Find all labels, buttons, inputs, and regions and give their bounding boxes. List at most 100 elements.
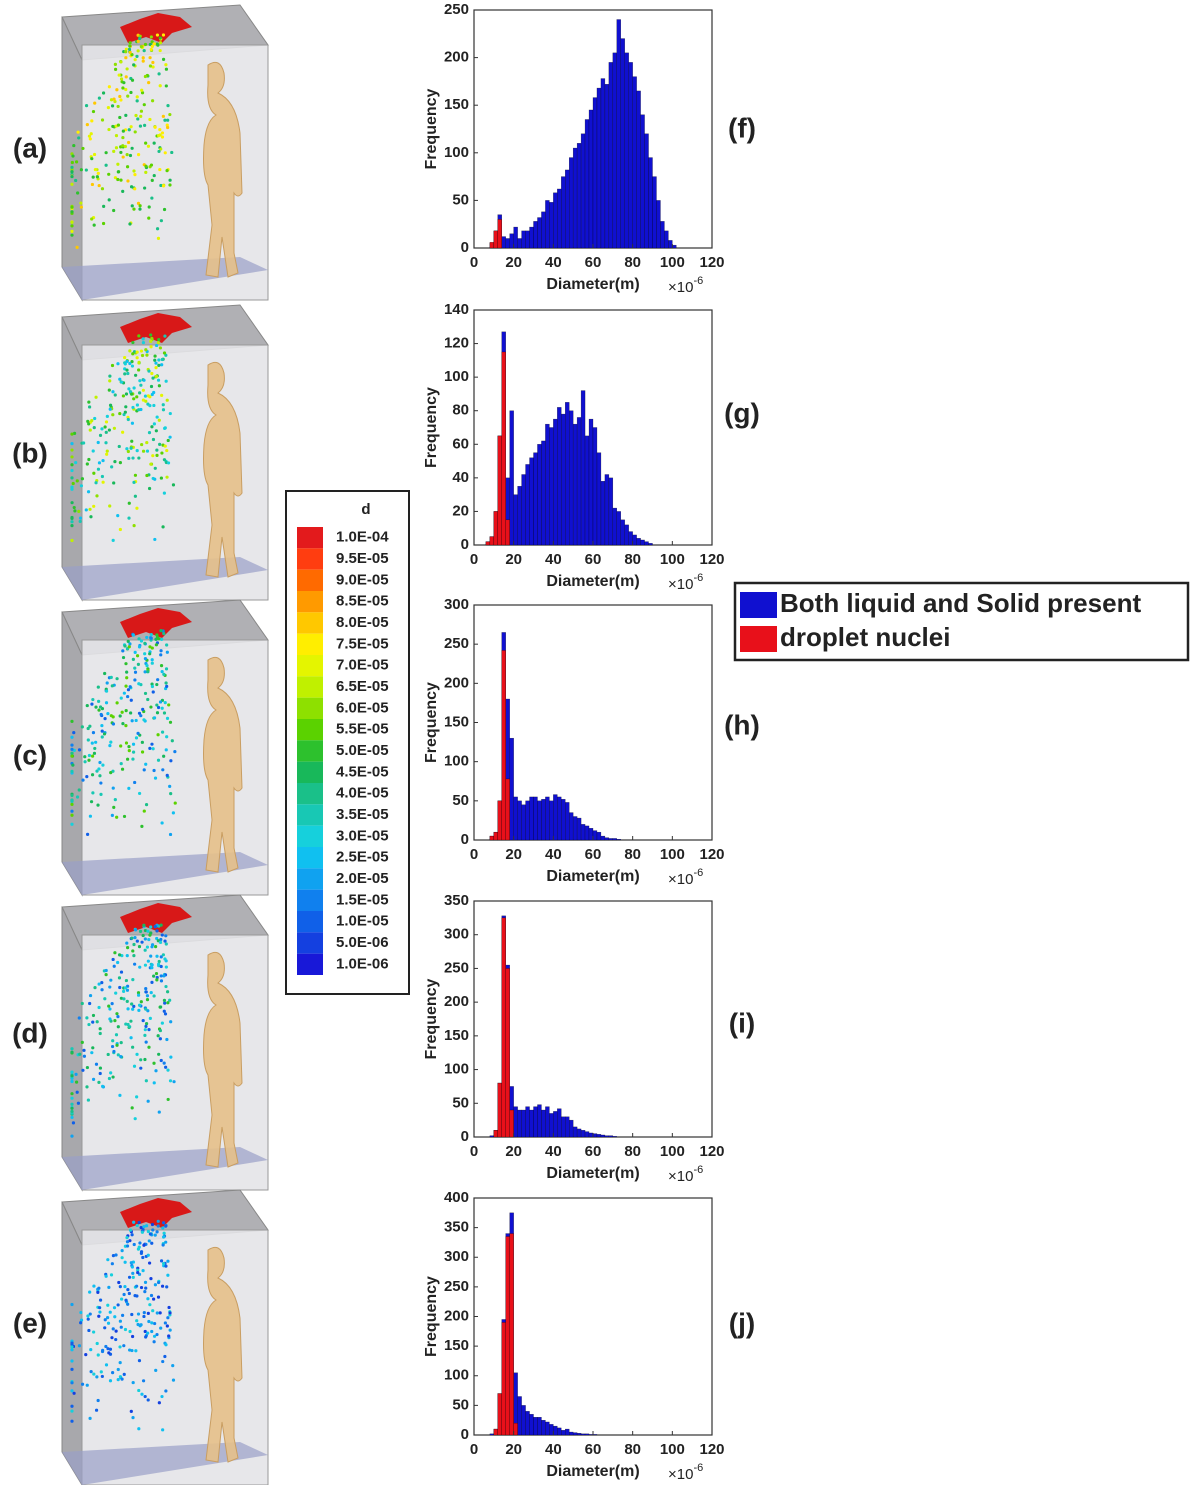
particle	[91, 791, 95, 795]
particle	[101, 1348, 105, 1352]
y-tick-label: 100	[444, 1061, 469, 1078]
particle	[164, 681, 168, 685]
particle	[114, 1329, 118, 1333]
particle	[165, 475, 169, 479]
particle	[153, 537, 157, 542]
particle	[159, 974, 163, 978]
particle	[70, 501, 74, 505]
particle	[96, 1398, 100, 1403]
bar	[505, 1236, 510, 1436]
particle	[113, 798, 117, 802]
particle	[142, 768, 146, 772]
particle	[156, 1224, 160, 1228]
bar	[525, 1411, 530, 1436]
particle	[162, 1009, 166, 1013]
particle	[106, 1316, 110, 1320]
particle	[95, 769, 99, 773]
bar	[565, 1428, 570, 1436]
particle	[119, 696, 123, 700]
bar	[533, 796, 538, 841]
particle	[86, 726, 90, 731]
particle	[110, 813, 114, 817]
x-tick-label: 100	[660, 1143, 685, 1160]
bar	[525, 230, 530, 249]
particle	[147, 205, 151, 209]
particle	[111, 124, 115, 129]
particle	[141, 1018, 145, 1023]
bar	[553, 418, 558, 546]
particle	[157, 149, 161, 154]
particle	[126, 1022, 130, 1027]
particle	[160, 1394, 164, 1399]
particle	[153, 125, 157, 129]
particle	[146, 670, 150, 674]
particle	[125, 67, 129, 71]
bar	[600, 835, 606, 841]
particle	[107, 172, 111, 176]
particle	[70, 802, 74, 807]
particle	[70, 432, 74, 436]
particle	[114, 1337, 118, 1342]
particle	[129, 1019, 133, 1023]
bar	[517, 1109, 522, 1138]
particle	[149, 339, 153, 343]
x-scale-factor: ×10-6	[668, 275, 703, 296]
particle	[136, 991, 141, 995]
particle	[161, 57, 166, 61]
particle	[146, 959, 150, 963]
particle	[141, 1255, 145, 1260]
particle	[161, 1235, 166, 1239]
x-tick-label: 60	[585, 254, 602, 271]
bar	[561, 176, 566, 249]
particle	[159, 629, 163, 633]
bar	[565, 402, 570, 546]
bar	[537, 1104, 542, 1138]
particle	[140, 353, 145, 358]
particle	[98, 433, 103, 438]
particle	[135, 1223, 139, 1228]
bar	[612, 52, 617, 249]
particle	[117, 444, 121, 449]
particle	[124, 392, 129, 396]
particle	[80, 1040, 84, 1044]
particle	[122, 997, 126, 1001]
nozzle	[120, 608, 192, 638]
particle	[150, 943, 155, 947]
particle	[70, 1419, 74, 1423]
particle	[139, 349, 144, 353]
bar	[517, 486, 522, 546]
particle	[70, 1381, 74, 1385]
particle	[119, 77, 124, 81]
particle	[149, 636, 153, 640]
particle	[140, 740, 144, 744]
particle	[94, 705, 98, 709]
bar	[541, 1109, 546, 1138]
particle	[165, 735, 169, 739]
particle	[110, 1044, 115, 1049]
particle	[70, 769, 74, 773]
particle	[70, 170, 74, 174]
particle	[70, 1404, 74, 1408]
y-tick-label: 100	[444, 144, 469, 161]
y-tick-label: 100	[444, 753, 469, 770]
particle	[146, 1331, 150, 1335]
particle	[134, 1349, 138, 1353]
histogram: 0 50 100 150 200 250 300 0 20 40 60 80 100 120 Frequen…	[423, 596, 760, 888]
particle	[159, 937, 163, 942]
bar	[513, 796, 518, 841]
bar	[604, 474, 610, 546]
particle	[162, 1231, 166, 1235]
particle	[150, 1329, 154, 1334]
particle	[84, 168, 88, 172]
particle	[143, 670, 147, 674]
particle	[131, 978, 135, 982]
particle	[166, 118, 170, 122]
particle	[112, 481, 116, 485]
particle	[153, 924, 157, 929]
particle	[143, 1057, 147, 1062]
particle	[155, 33, 160, 37]
particle	[111, 1075, 115, 1079]
bar	[664, 230, 669, 249]
bar	[537, 1417, 542, 1436]
particle	[100, 981, 104, 985]
